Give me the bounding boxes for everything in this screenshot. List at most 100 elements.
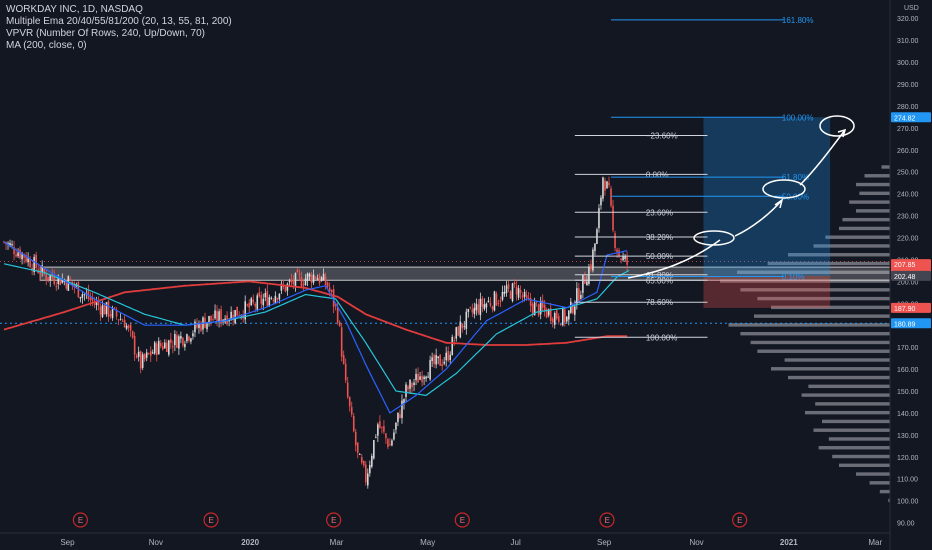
candle-body (600, 197, 602, 206)
candle-body (17, 252, 19, 257)
candle-body (618, 250, 620, 257)
candle-body (523, 292, 526, 297)
candle-body (405, 384, 407, 397)
candle-body (555, 310, 558, 319)
candle-body (210, 315, 212, 321)
candle-body (161, 346, 164, 350)
volume-profile-bar (788, 253, 890, 257)
volume-profile-bar (864, 174, 890, 178)
legend-ema-indicator[interactable]: Multiple Ema 20/40/55/81/200 (20, 13, 55… (6, 16, 232, 27)
candle-body (451, 337, 454, 356)
candle-body (41, 265, 43, 273)
volume-profile-bar (822, 419, 890, 424)
candle-body (549, 308, 552, 321)
candle-body (166, 342, 168, 353)
candle-body (610, 188, 612, 206)
candle-body (369, 465, 371, 474)
candle-body (602, 177, 604, 199)
candle-body (218, 311, 220, 323)
candle-body (449, 354, 452, 361)
candle-body (421, 375, 423, 383)
candle-body (594, 243, 596, 251)
candle-body (310, 275, 313, 283)
candle-body (604, 180, 606, 191)
candle-body (545, 309, 548, 318)
arrow-head (774, 198, 784, 209)
candle-body (302, 284, 305, 286)
candle-body (340, 327, 343, 357)
candle-body (413, 382, 415, 385)
candle-body (592, 249, 594, 271)
candle-body (383, 426, 385, 432)
ema-long-line (3, 263, 630, 397)
candle-body (312, 274, 315, 283)
candle-body (505, 285, 508, 294)
candle-body (117, 319, 120, 321)
candle-body (348, 396, 351, 407)
candle-body (188, 336, 190, 341)
candle-body (395, 422, 397, 430)
x-axis-label: May (420, 538, 435, 547)
candle-body (172, 346, 174, 347)
volume-profile-bar (720, 279, 890, 283)
candle-body (21, 252, 23, 260)
candle-body (129, 324, 132, 331)
candle-body (296, 269, 299, 273)
y-axis-tick-label: 260.00 (897, 148, 919, 155)
candle-body (493, 291, 496, 311)
earnings-label: E (605, 516, 610, 525)
y-axis-tick-label: 220.00 (897, 235, 919, 242)
candle-body (362, 460, 365, 466)
candle-body (399, 414, 401, 418)
candle-body (463, 326, 466, 328)
candle-body (326, 282, 329, 287)
candle-body (65, 281, 68, 289)
volume-profile-bar (825, 235, 890, 239)
x-axis-label: 2020 (241, 538, 259, 547)
candle-body (23, 253, 25, 258)
candle-body (147, 353, 150, 354)
legend-ma-indicator[interactable]: MA (200, close, 0) (6, 40, 87, 51)
fib-extension-label: 100.00% (782, 113, 814, 122)
candle-body (622, 256, 624, 261)
candle-body (563, 309, 566, 323)
ema-short-line (3, 241, 628, 414)
candle-body (131, 331, 134, 338)
candle-body (491, 306, 494, 310)
candle-body (127, 325, 130, 328)
candle-body (497, 303, 500, 305)
price-axis-badge (891, 270, 931, 281)
candle-body (89, 297, 92, 300)
candle-body (572, 303, 574, 314)
candle-body (455, 327, 458, 339)
candle-body (352, 415, 355, 432)
y-axis-tick-label: 290.00 (897, 82, 919, 89)
candle-body (13, 247, 15, 255)
earnings-marker (203, 512, 219, 528)
candle-body (73, 283, 76, 288)
candle-body (266, 291, 269, 306)
candle-body (43, 268, 45, 274)
candle-body (282, 285, 285, 287)
legend-vpvr-indicator[interactable]: VPVR (Number Of Rows, 240, Up/Down, 70) (6, 28, 205, 39)
y-axis-tick-label: 120.00 (897, 455, 919, 462)
candle-body (91, 296, 94, 301)
candle-body (79, 296, 82, 299)
candle-body (53, 275, 56, 285)
candle-body (268, 297, 271, 307)
candle-body (485, 303, 488, 308)
chart-legend: WORKDAY INC, 1D, NASDAQ Multiple Ema 20/… (6, 4, 232, 52)
fib-retracement-label: 38.20% (646, 233, 673, 242)
candle-body (252, 299, 255, 303)
arrow-head (837, 128, 847, 138)
legend-symbol[interactable]: WORKDAY INC, 1D, NASDAQ (6, 4, 143, 15)
candle-body (509, 291, 512, 299)
candle-body (375, 437, 377, 438)
volume-profile-bar (771, 305, 890, 310)
candle-body (537, 304, 540, 316)
candle-body (159, 343, 162, 347)
volume-profile-bar (813, 244, 890, 248)
volume-profile-bar (740, 288, 890, 292)
candle-body (103, 304, 106, 315)
